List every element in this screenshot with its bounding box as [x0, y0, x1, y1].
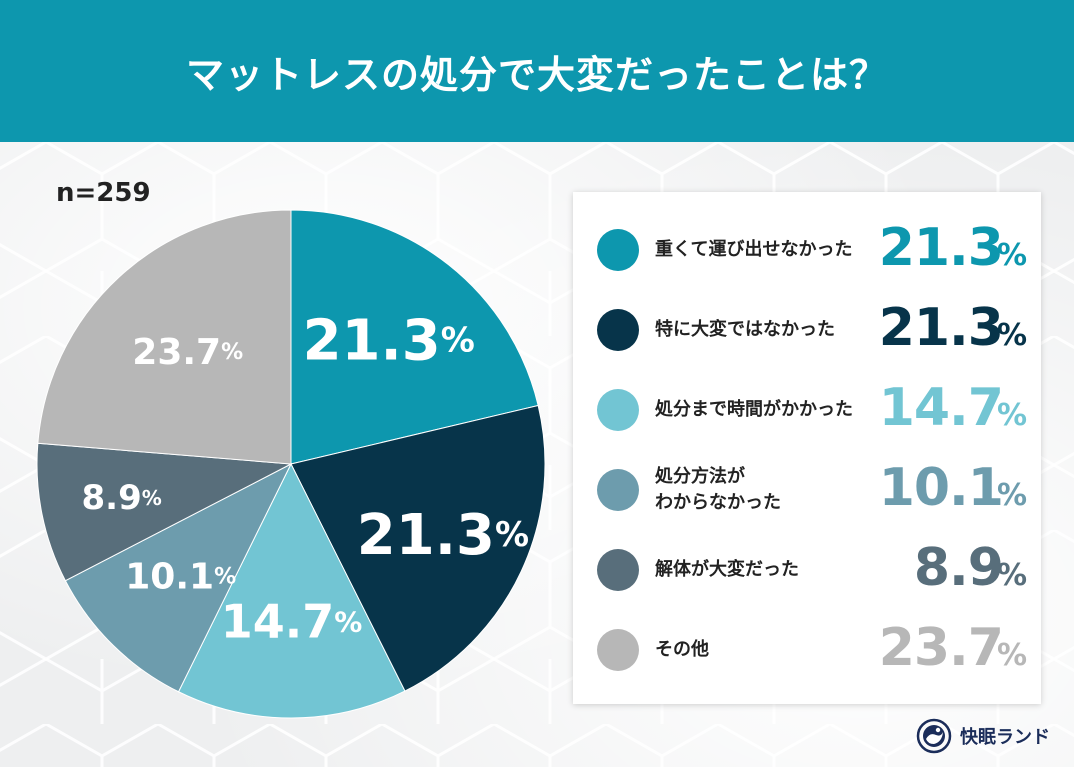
pie-slice-label-1: 21.3% [303, 308, 475, 373]
pie-slice-2 [290, 404, 546, 692]
pie-slice-value: 8.9 [82, 478, 142, 518]
legend-item: 解体が大変だった 8.9% [573, 530, 1041, 610]
pie-slice-value: 21.3 [357, 502, 495, 567]
legend-swatch [597, 629, 639, 671]
title-banner: マットレスの処分で大変だったことは？ [0, 0, 1074, 142]
legend-value: 14.7 [878, 378, 1004, 438]
legend-unit: % [996, 398, 1027, 433]
legend-item: その他 23.7% [573, 610, 1041, 690]
legend-label: 解体が大変だった [655, 557, 799, 583]
pie-slice-4 [64, 462, 293, 693]
sample-size-label: n=259 [56, 178, 151, 208]
pie-slice-label-3: 14.7% [221, 594, 363, 648]
legend-value: 8.9 [913, 538, 1004, 598]
pie-slice-unit: % [495, 515, 529, 555]
legend-label-line: 重くて運び出せなかった [655, 239, 853, 260]
legend-label-line: 特に大変ではなかった [655, 319, 835, 340]
legend-unit: % [996, 558, 1027, 593]
legend-value: 23.7 [878, 618, 1004, 678]
pie-slice-unit: % [142, 486, 162, 510]
legend-label-line: わからなかった [655, 492, 781, 513]
pie-slice-label-4: 10.1% [125, 556, 236, 597]
legend-value: 21.3 [878, 218, 1004, 278]
pie-slice-6 [37, 209, 292, 465]
pie-slice-unit: % [334, 605, 362, 638]
pie-slice-unit: % [214, 564, 236, 589]
legend-label-line: その他 [655, 639, 709, 660]
kaimin-land-logo-icon [916, 718, 952, 754]
brand-mark: 快眠ランド [916, 718, 1050, 754]
pie-slice-1 [290, 209, 539, 465]
legend-label: 処分まで時間がかかった [655, 397, 853, 423]
legend-label-line: 解体が大変だった [655, 559, 799, 580]
legend-swatch [597, 549, 639, 591]
legend-label: 処分方法がわからなかった [655, 464, 781, 516]
legend-value: 10.1 [878, 458, 1004, 518]
legend-label-line: 処分まで時間がかかった [655, 399, 853, 420]
pie-slice-value: 10.1 [125, 556, 214, 597]
pie-slice-5 [36, 442, 293, 582]
legend-unit: % [996, 238, 1027, 273]
legend-panel: 重くて運び出せなかった 21.3% 特に大変ではなかった 21.3% 処分まで時間がかか… [573, 192, 1041, 704]
legend-item: 処分まで時間がかかった 14.7% [573, 370, 1041, 450]
legend-item: 重くて運び出せなかった 21.3% [573, 210, 1041, 290]
pie-slice-unit: % [221, 339, 243, 364]
pie-slice-label-5: 8.9% [82, 478, 162, 518]
pie-slice-3 [177, 462, 406, 719]
pie-slice-label-6: 23.7% [132, 331, 243, 372]
legend-unit: % [996, 638, 1027, 673]
legend-swatch [597, 309, 639, 351]
pie-slice-value: 21.3 [303, 308, 441, 373]
legend-swatch [597, 469, 639, 511]
legend-label-line: 処分方法が [655, 466, 745, 487]
legend-unit: % [996, 478, 1027, 513]
pie-slice-value: 14.7 [221, 594, 335, 648]
legend-label: 重くて運び出せなかった [655, 237, 852, 263]
pie-slice-label-2: 21.3% [357, 502, 529, 567]
legend-label: その他 [655, 637, 709, 663]
legend-item: 特に大変ではなかった 21.3% [573, 290, 1041, 370]
legend-label: 特に大変ではなかった [655, 317, 835, 343]
legend-value: 21.3 [878, 298, 1004, 358]
pie-slice-unit: % [441, 320, 475, 360]
pie-slice-value: 23.7 [132, 331, 221, 372]
legend-unit: % [996, 318, 1027, 353]
legend-swatch [597, 389, 639, 431]
legend-swatch [597, 229, 639, 271]
brand-name: 快眠ランド [960, 727, 1050, 748]
legend-item: 処分方法がわからなかった 10.1% [573, 450, 1041, 530]
chart-title: マットレスの処分で大変だったことは？ [185, 52, 888, 97]
